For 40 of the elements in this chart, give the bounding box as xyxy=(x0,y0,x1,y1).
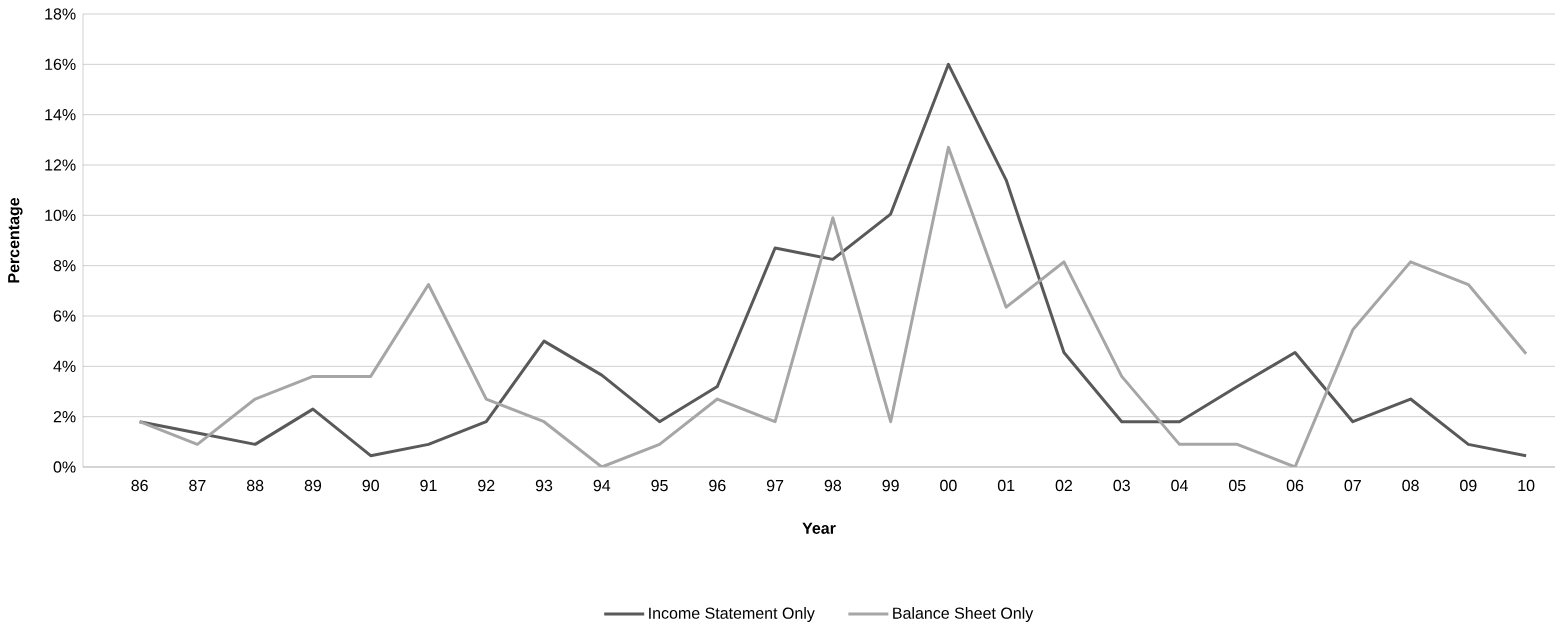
y-tick-label: 2% xyxy=(53,411,76,423)
x-tick-label: 07 xyxy=(1344,479,1361,492)
y-tick-label: 6% xyxy=(53,310,76,322)
x-tick-label: 08 xyxy=(1402,479,1419,492)
x-tick-label: 10 xyxy=(1518,479,1535,492)
x-tick-label: 04 xyxy=(1171,479,1188,492)
x-tick-label: 01 xyxy=(997,479,1015,492)
x-tick-label: 05 xyxy=(1228,479,1246,492)
x-tick-label: 95 xyxy=(651,479,668,492)
x-tick-label: 86 xyxy=(131,479,148,492)
y-tick-label: 12% xyxy=(45,159,76,171)
x-tick-label: 96 xyxy=(709,479,726,492)
x-tick-label: 00 xyxy=(940,479,957,492)
y-tick-label: 10% xyxy=(45,209,76,221)
x-tick-label: 90 xyxy=(362,479,379,492)
x-tick-label: 92 xyxy=(478,479,495,492)
x-tick-label: 87 xyxy=(189,479,206,492)
y-tick-label: 4% xyxy=(53,360,76,372)
y-tick-label: 14% xyxy=(45,109,76,121)
x-tick-label: 88 xyxy=(246,479,264,492)
x-tick-label: 91 xyxy=(420,479,437,492)
legend-label: Income Statement Only xyxy=(649,607,815,623)
x-tick-label: 89 xyxy=(304,479,322,492)
x-tick-label: 03 xyxy=(1113,479,1130,492)
x-tick-label: 94 xyxy=(593,479,611,492)
x-tick-label: 99 xyxy=(882,479,899,492)
x-tick-label: 97 xyxy=(766,479,784,492)
x-tick-label: 98 xyxy=(824,479,842,492)
x-axis-title: Year xyxy=(802,522,836,534)
y-tick-label: 18% xyxy=(45,8,76,20)
x-tick-label: 93 xyxy=(535,479,553,492)
x-tick-label: 06 xyxy=(1286,479,1304,492)
line-series xyxy=(138,145,1528,467)
y-axis-title: Percentage xyxy=(8,197,23,283)
y-tick-label: 16% xyxy=(45,58,76,70)
y-tick-label: 8% xyxy=(53,260,76,272)
y-tick-label: 0% xyxy=(53,461,76,473)
x-tick-label: 02 xyxy=(1055,479,1073,492)
legend-label: Balance Sheet Only xyxy=(893,607,1034,623)
x-tick-label: 09 xyxy=(1460,479,1477,492)
